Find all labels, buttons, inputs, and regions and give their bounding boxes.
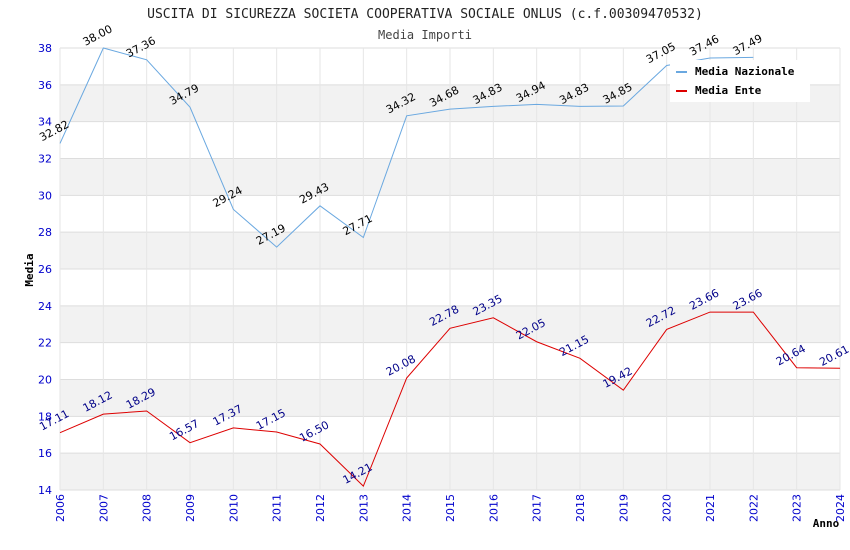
y-tick-28: 28 xyxy=(38,226,52,239)
x-tick-2010: 2010 xyxy=(227,494,240,522)
x-tick-2017: 2017 xyxy=(531,494,544,522)
x-tick-2015: 2015 xyxy=(444,494,457,522)
x-tick-2021: 2021 xyxy=(704,494,717,522)
gridlines xyxy=(59,47,841,491)
y-tick-18: 18 xyxy=(38,410,52,423)
x-tick-2020: 2020 xyxy=(661,494,674,522)
y-tick-22: 22 xyxy=(38,337,52,350)
legend-label-nazionale: Media Nazionale xyxy=(695,65,795,78)
y-tick-36: 36 xyxy=(38,79,52,92)
x-tick-2006: 2006 xyxy=(54,494,67,522)
y-tick-32: 32 xyxy=(38,153,52,166)
chart-title: USCITA DI SICUREZZA SOCIETA COOPERATIVA … xyxy=(147,7,703,22)
data-label-ente-2014: 20.08 xyxy=(384,352,418,378)
y-axis-label: Media xyxy=(23,253,36,286)
series-lines xyxy=(59,47,841,488)
data-label-nazionale-2007: 38.00 xyxy=(81,22,115,48)
x-tick-2019: 2019 xyxy=(617,494,630,522)
x-tick-2008: 2008 xyxy=(141,494,154,522)
x-tick-2013: 2013 xyxy=(357,494,370,522)
x-axis-label: Anno xyxy=(813,517,840,530)
data-label-ente-2023: 20.64 xyxy=(774,342,808,368)
x-tick-2012: 2012 xyxy=(314,494,327,522)
y-tick-labels: 14 16 18 20 22 24 26 28 30 32 34 36 38 xyxy=(38,42,52,497)
y-tick-30: 30 xyxy=(38,189,52,202)
series-line-ente xyxy=(59,311,841,488)
x-tick-labels: 2006 2007 2008 2009 2010 2011 2012 2013 2014 2015… xyxy=(54,494,847,522)
x-tick-2018: 2018 xyxy=(574,494,587,522)
x-tick-2014: 2014 xyxy=(401,494,414,522)
legend-label-ente: Media Ente xyxy=(695,84,762,97)
data-label-ente-2009: 16.57 xyxy=(167,417,201,443)
x-tick-2024: 2024 xyxy=(834,494,847,522)
y-tick-20: 20 xyxy=(38,374,52,387)
data-label-ente-2012: 16.50 xyxy=(297,418,331,444)
data-label-nazionale-2021: 37.46 xyxy=(687,32,721,58)
y-tick-34: 34 xyxy=(38,116,52,129)
y-tick-14: 14 xyxy=(38,484,52,497)
x-tick-2007: 2007 xyxy=(97,494,110,522)
x-tick-2023: 2023 xyxy=(791,494,804,522)
x-tick-2011: 2011 xyxy=(271,494,284,522)
legend-box xyxy=(670,60,810,102)
x-tick-2009: 2009 xyxy=(184,494,197,522)
y-tick-16: 16 xyxy=(38,447,52,460)
data-label-nazionale-2008: 37.36 xyxy=(124,34,158,60)
data-label-nazionale-2022: 37.49 xyxy=(731,32,765,58)
y-tick-24: 24 xyxy=(38,300,52,313)
y-tick-38: 38 xyxy=(38,42,52,55)
y-tick-26: 26 xyxy=(38,263,52,276)
data-label-ente-2024: 20.61 xyxy=(817,343,850,369)
x-tick-2016: 2016 xyxy=(487,494,500,522)
legend: Media Nazionale Media Ente xyxy=(670,60,810,102)
x-tick-2022: 2022 xyxy=(747,494,760,522)
series-line-nazionale xyxy=(59,47,754,248)
chart-subtitle: Media Importi xyxy=(378,28,472,42)
